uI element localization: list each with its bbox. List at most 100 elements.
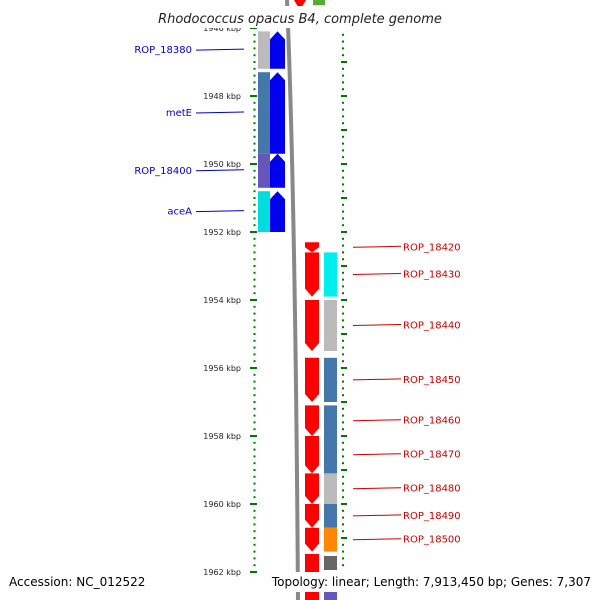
- gene-label-aceA[interactable]: aceA: [167, 207, 192, 218]
- ruler-minor-tick: [253, 509, 256, 512]
- ruler-minor-tick-right: [341, 95, 347, 97]
- ruler-minor-tick: [253, 550, 256, 553]
- ruler-minor-tick: [253, 142, 256, 145]
- ruler-minor-tick: [253, 217, 256, 220]
- gene-category-bar-ROP_18450[interactable]: [324, 357, 337, 402]
- gene-category-bar-aceA[interactable]: [258, 191, 270, 232]
- ruler-minor-tick-right: [342, 557, 344, 560]
- ruler-minor-tick: [253, 156, 256, 159]
- gene-category-bar-partial-top-cap[interactable]: [313, 0, 325, 5]
- gene-features: [258, 0, 337, 600]
- gene-arrow-ROP_18480[interactable]: [305, 473, 319, 504]
- ruler-minor-tick: [253, 108, 256, 111]
- ruler-tick-label: 1954 kbp: [203, 296, 241, 305]
- ruler-tick-label: 1958 kbp: [203, 432, 241, 441]
- ruler-minor-tick-right: [342, 149, 344, 152]
- gene-category-bar-ROP_18490[interactable]: [324, 504, 337, 528]
- gene-leader-line: [352, 453, 402, 456]
- gene-arrow-ROP_18440[interactable]: [305, 300, 319, 351]
- gene-label-ROP_18440[interactable]: ROP_18440: [403, 321, 461, 332]
- ruler-minor-tick: [253, 421, 256, 424]
- accession-text: Accession: NC_012522: [9, 575, 145, 589]
- gene-leader-line: [195, 210, 245, 213]
- ruler-minor-tick: [253, 373, 256, 376]
- gene-label-metE[interactable]: metE: [166, 108, 192, 119]
- ruler-minor-tick-right: [341, 435, 347, 437]
- ruler-minor-tick: [253, 543, 256, 546]
- footer-right-background: [268, 572, 596, 592]
- gene-arrow-ROP_18400[interactable]: [270, 153, 285, 188]
- gene-category-bar-ROP_18400[interactable]: [258, 153, 270, 188]
- ruler-minor-tick-right: [341, 163, 347, 165]
- gene-arrow-ROP_18470[interactable]: [305, 436, 319, 474]
- ruler-minor-tick-right: [342, 543, 344, 546]
- ruler-minor-tick-right: [342, 47, 344, 50]
- gene-category-bar-ROP_18480[interactable]: [324, 473, 337, 504]
- gene-arrow-ROP_18450[interactable]: [305, 357, 319, 402]
- ruler-minor-tick: [253, 40, 256, 43]
- gene-category-bar-metE[interactable]: [258, 72, 270, 154]
- ruler-minor-tick: [253, 305, 256, 308]
- gene-category-bar-ROP_18460[interactable]: [324, 405, 337, 436]
- gene-label-ROP_18400[interactable]: ROP_18400: [134, 166, 192, 177]
- gene-category-bar-ROP_18440[interactable]: [324, 300, 337, 351]
- ruler-minor-tick-right: [342, 292, 344, 295]
- gene-label-ROP_18420[interactable]: ROP_18420: [403, 242, 461, 253]
- map-title: Rhodococcus opacus B4, complete genome: [158, 12, 442, 27]
- gene-category-bar-ROP_18430[interactable]: [324, 252, 337, 297]
- ruler-minor-tick: [253, 224, 256, 227]
- ruler-minor-tick: [253, 516, 256, 519]
- gene-arrow-ROP_18500[interactable]: [305, 527, 319, 552]
- gene-arrow-ROP_18490[interactable]: [305, 504, 319, 528]
- ruler-minor-tick-right: [342, 88, 344, 91]
- gene-category-bar-ROP_18500[interactable]: [324, 527, 337, 552]
- ruler-ticks: 1946 kbp 1948 kbp 1950 kbp 1952 kbp 1954 kbp…: [203, 24, 347, 577]
- ruler-minor-tick: [253, 414, 256, 417]
- gene-label-ROP_18470[interactable]: ROP_18470: [403, 450, 461, 461]
- ruler-minor-tick-right: [342, 101, 344, 104]
- ruler-minor-tick: [253, 129, 256, 131]
- ruler-minor-tick-right: [342, 224, 344, 227]
- ruler-minor-tick-right: [342, 33, 344, 36]
- gene-label-ROP_18500[interactable]: ROP_18500: [403, 535, 461, 546]
- gene-label-ROP_18490[interactable]: ROP_18490: [403, 511, 461, 522]
- ruler-minor-tick-right: [341, 61, 347, 63]
- ruler-minor-tick-right: [341, 231, 347, 233]
- ruler-minor-tick: [253, 448, 256, 451]
- ruler-minor-tick-right: [342, 169, 344, 172]
- ruler-minor-tick-right: [342, 564, 344, 567]
- ruler-minor-tick-right: [342, 190, 344, 193]
- gene-label-ROP_18460[interactable]: ROP_18460: [403, 416, 461, 427]
- gene-label-ROP_18450[interactable]: ROP_18450: [403, 375, 461, 386]
- ruler-minor-tick: [253, 489, 256, 492]
- gene-arrow-ROP_18430[interactable]: [305, 252, 319, 297]
- ruler-minor-tick-right: [342, 509, 344, 512]
- ruler-minor-tick: [253, 271, 256, 274]
- ruler-tick-label: 1946 kbp: [203, 24, 241, 33]
- gene-label-ROP_18380[interactable]: ROP_18380: [134, 45, 192, 56]
- ruler-minor-tick: [253, 462, 256, 465]
- gene-arrow-ROP_18380[interactable]: [270, 31, 285, 69]
- gene-leader-line: [352, 273, 402, 275]
- gene-label-ROP_18430[interactable]: ROP_18430: [403, 270, 461, 281]
- ruler-minor-tick: [253, 557, 256, 560]
- gene-arrow-partial-top[interactable]: [294, 0, 306, 10]
- gene-arrow-aceA[interactable]: [270, 191, 285, 232]
- gene-label-ROP_18480[interactable]: ROP_18480: [403, 484, 461, 495]
- ruler-tick-label: 1960 kbp: [203, 500, 241, 509]
- ruler-minor-tick: [253, 67, 256, 70]
- gene-arrow-ROP_18420[interactable]: [305, 242, 319, 253]
- gene-leader-line: [195, 169, 245, 172]
- ruler-tick-label: 1956 kbp: [203, 364, 241, 373]
- gene-category-bar-partial-bottom[interactable]: [324, 556, 337, 570]
- ruler-minor-tick-right: [342, 387, 344, 390]
- ruler-minor-tick-right: [342, 210, 344, 213]
- gene-leader-line: [352, 378, 402, 381]
- ruler-minor-tick-right: [342, 81, 344, 84]
- ruler-minor-tick-right: [341, 129, 347, 131]
- gene-category-bar-ROP_18470[interactable]: [324, 436, 337, 474]
- gene-arrow-ROP_18460[interactable]: [305, 405, 319, 436]
- gene-arrow-metE[interactable]: [270, 72, 285, 154]
- ruler-minor-tick-right: [342, 516, 344, 519]
- gene-category-bar-ROP_18380[interactable]: [258, 31, 270, 69]
